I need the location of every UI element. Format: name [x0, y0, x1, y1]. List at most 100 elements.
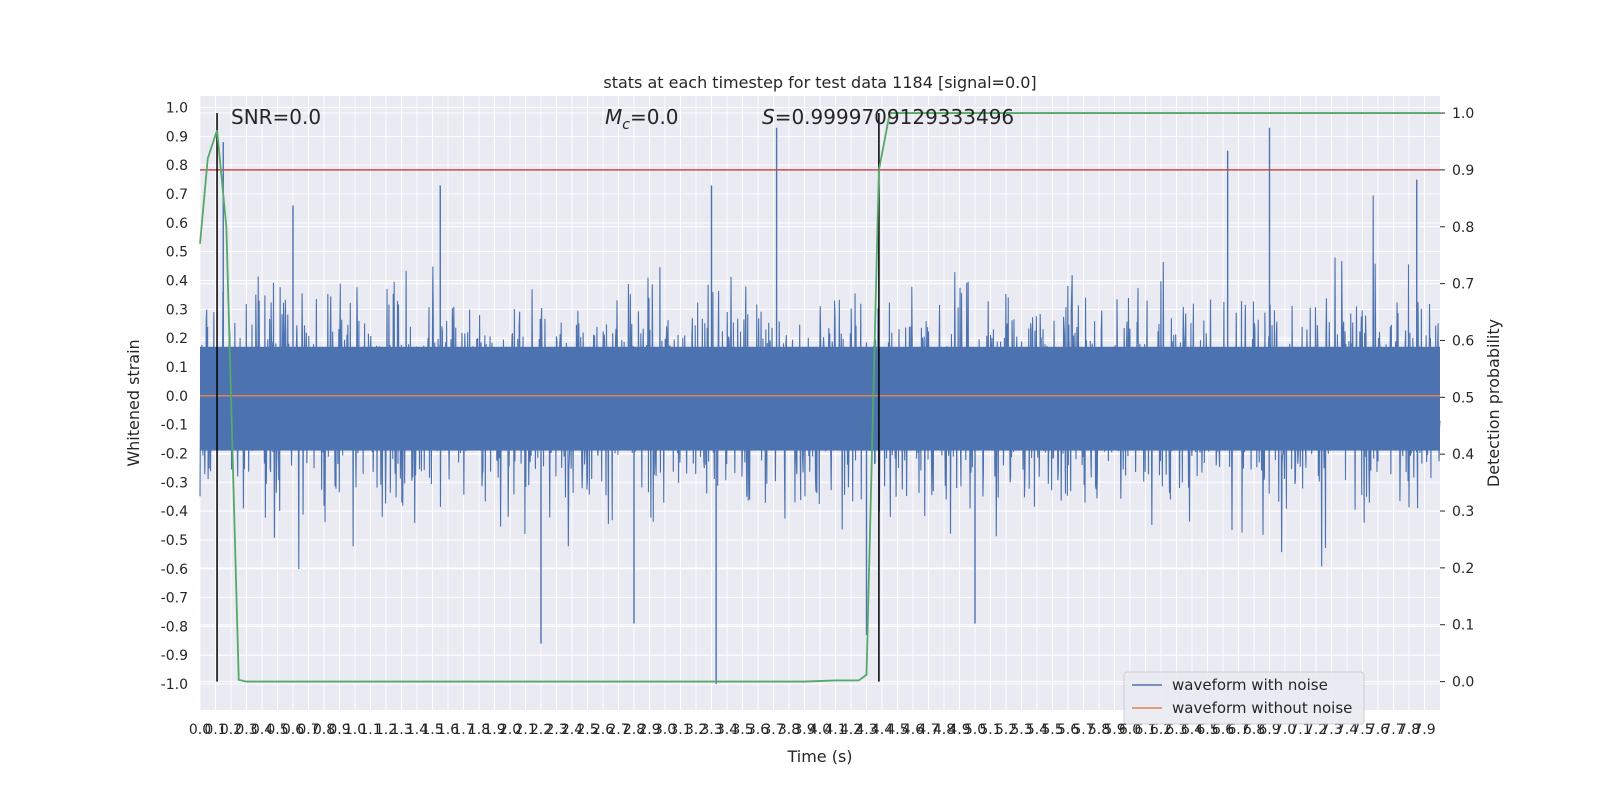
x-tick-labels: 0.00.10.20.30.40.50.60.70.80.91.01.11.21… — [189, 722, 1436, 738]
x-tick-label: 5.5 — [1041, 722, 1063, 738]
x-tick-label: 7.0 — [1274, 722, 1296, 738]
x-tick-label: 7.5 — [1351, 722, 1373, 738]
x-tick-label: 4.2 — [840, 722, 862, 738]
x-tick-label: 2.3 — [545, 722, 567, 738]
x-tick-label: 7.8 — [1398, 722, 1420, 738]
annotation-mc: Mc=0.0 — [605, 105, 679, 133]
x-tick-label: 3.1 — [669, 722, 691, 738]
y-right-tick-label: 0.3 — [1452, 504, 1474, 520]
x-tick-label: 2.2 — [530, 722, 552, 738]
x-tick-label: 1.1 — [359, 722, 381, 738]
x-tick-label: 5.2 — [995, 722, 1017, 738]
y-left-tick-label: 0.9 — [166, 129, 188, 145]
y-left-tick-label: 0.0 — [166, 389, 188, 405]
y-right-tick-label: 0.9 — [1452, 163, 1474, 179]
x-tick-label: 4.9 — [948, 722, 970, 738]
x-tick-label: 5.3 — [1010, 722, 1032, 738]
annotation-snr: SNR=0.0 — [231, 105, 321, 129]
annotation-s-symbol: S — [762, 105, 775, 129]
x-tick-label: 7.4 — [1336, 722, 1358, 738]
y-left-tick-label: -1.0 — [161, 677, 188, 693]
x-tick-label: 6.5 — [1196, 722, 1218, 738]
x-tick-label: 7.1 — [1289, 722, 1311, 738]
y-left-tick-label: -0.8 — [161, 619, 188, 635]
x-tick-label: 0.0 — [189, 722, 211, 738]
x-tick-label: 3.6 — [747, 722, 769, 738]
y-left-tick-label: -0.5 — [161, 533, 188, 549]
annotation-mc-subscript: c — [622, 117, 630, 133]
x-tick-label: 2.9 — [638, 722, 660, 738]
x-tick-label: 6.9 — [1258, 722, 1280, 738]
legend-label-noise: waveform with noise — [1172, 676, 1328, 694]
x-tick-label: 3.3 — [700, 722, 722, 738]
annotation-s-value: =0.9999709129333496 — [775, 105, 1014, 129]
annotation-s: S=0.9999709129333496 — [762, 105, 1014, 129]
x-tick-label: 0.1 — [204, 722, 226, 738]
x-tick-label: 4.4 — [871, 722, 893, 738]
x-tick-label: 0.2 — [220, 722, 242, 738]
x-tick-label: 7.9 — [1413, 722, 1435, 738]
y-left-tick-label: -0.1 — [161, 418, 188, 434]
y-right-tick-label: 0.2 — [1452, 561, 1474, 577]
x-tick-label: 3.0 — [654, 722, 676, 738]
legend-label-clean: waveform without noise — [1172, 699, 1352, 717]
x-tick-label: 0.5 — [266, 722, 288, 738]
y-left-tick-label: 0.6 — [166, 216, 188, 232]
x-tick-label: 2.6 — [592, 722, 614, 738]
x-tick-label: 2.5 — [576, 722, 598, 738]
x-tick-label: 1.5 — [421, 722, 443, 738]
x-tick-label: 1.2 — [375, 722, 397, 738]
x-tick-label: 4.3 — [855, 722, 877, 738]
y-left-tick-label: 0.3 — [166, 302, 188, 318]
x-tick-label: 0.9 — [328, 722, 350, 738]
y-left-tick-label: 0.1 — [166, 360, 188, 376]
x-tick-label: 4.5 — [886, 722, 908, 738]
x-tick-label: 7.2 — [1305, 722, 1327, 738]
y-left-tick-label: 1.0 — [166, 101, 188, 117]
legend-box — [1123, 671, 1365, 725]
x-tick-label: 6.0 — [1119, 722, 1141, 738]
x-tick-label: 1.6 — [437, 722, 459, 738]
y-left-tick-label: -0.2 — [161, 446, 188, 462]
y-left-tick-label: -0.7 — [161, 591, 188, 607]
x-tick-label: 6.8 — [1243, 722, 1265, 738]
x-tick-label: 5.8 — [1088, 722, 1110, 738]
y-right-tick-label: 0.1 — [1452, 618, 1474, 634]
y-left-tick-label: 0.8 — [166, 158, 188, 174]
x-tick-label: 0.4 — [251, 722, 273, 738]
x-tick-label: 1.0 — [344, 722, 366, 738]
x-tick-label: 4.6 — [902, 722, 924, 738]
y-left-tick-label: 0.2 — [166, 331, 188, 347]
x-tick-label: 6.2 — [1150, 722, 1172, 738]
x-tick-label: 4.8 — [933, 722, 955, 738]
x-tick-label: 3.4 — [716, 722, 738, 738]
annotation-mc-symbol: M — [605, 105, 622, 129]
x-tick-label: 0.8 — [313, 722, 335, 738]
y-left-tick-label: 0.4 — [166, 273, 188, 289]
y-left-tick-label: -0.4 — [161, 504, 188, 520]
series-waveform-with-noise — [199, 127, 1441, 685]
x-tick-label: 1.4 — [406, 722, 428, 738]
x-tick-label: 5.6 — [1057, 722, 1079, 738]
x-tick-label: 0.6 — [282, 722, 304, 738]
x-tick-label: 3.7 — [762, 722, 784, 738]
x-tick-label: 1.8 — [468, 722, 490, 738]
y-right-tick-label: 0.7 — [1452, 277, 1474, 293]
y-right-tick-label: 0.8 — [1452, 220, 1474, 236]
x-tick-label: 6.1 — [1134, 722, 1156, 738]
x-tick-label: 4.1 — [824, 722, 846, 738]
x-tick-label: 1.9 — [483, 722, 505, 738]
y-right-tick-label: 0.5 — [1452, 390, 1474, 406]
x-tick-label: 2.8 — [623, 722, 645, 738]
y-axis-label-right: Detection probability — [1484, 319, 1503, 487]
y-left-tick-label: 0.5 — [166, 245, 188, 261]
x-tick-label: 4.7 — [917, 722, 939, 738]
x-axis-label: Time (s) — [786, 747, 852, 766]
y-axis-label-left: Whitened strain — [124, 339, 143, 466]
x-tick-label: 7.3 — [1320, 722, 1342, 738]
x-tick-label: 0.7 — [297, 722, 319, 738]
x-tick-label: 6.4 — [1181, 722, 1203, 738]
x-tick-label: 3.8 — [778, 722, 800, 738]
y-left-tick-label: -0.6 — [161, 562, 188, 578]
x-tick-label: 1.7 — [452, 722, 474, 738]
